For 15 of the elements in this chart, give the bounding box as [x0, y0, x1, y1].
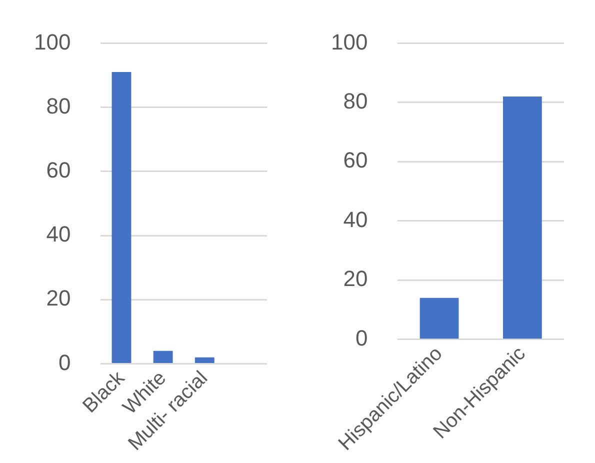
y-tick-label: 20 — [46, 286, 71, 311]
y-tick-label: 80 — [343, 88, 368, 114]
y-tick-label: 100 — [330, 29, 368, 54]
y-tick-label: 40 — [343, 206, 368, 232]
y-tick-label: 80 — [46, 93, 71, 118]
y-tick-label: 60 — [46, 157, 71, 182]
bar — [112, 72, 132, 363]
y-tick-label: 20 — [343, 266, 368, 292]
bar — [194, 357, 214, 363]
y-tick-label: 60 — [343, 148, 368, 173]
y-tick-label: 0 — [58, 350, 71, 375]
y-tick-label: 100 — [34, 29, 71, 54]
y-tick-label: 40 — [46, 222, 71, 247]
y-tick-label: 0 — [355, 325, 368, 350]
bar — [153, 350, 173, 363]
